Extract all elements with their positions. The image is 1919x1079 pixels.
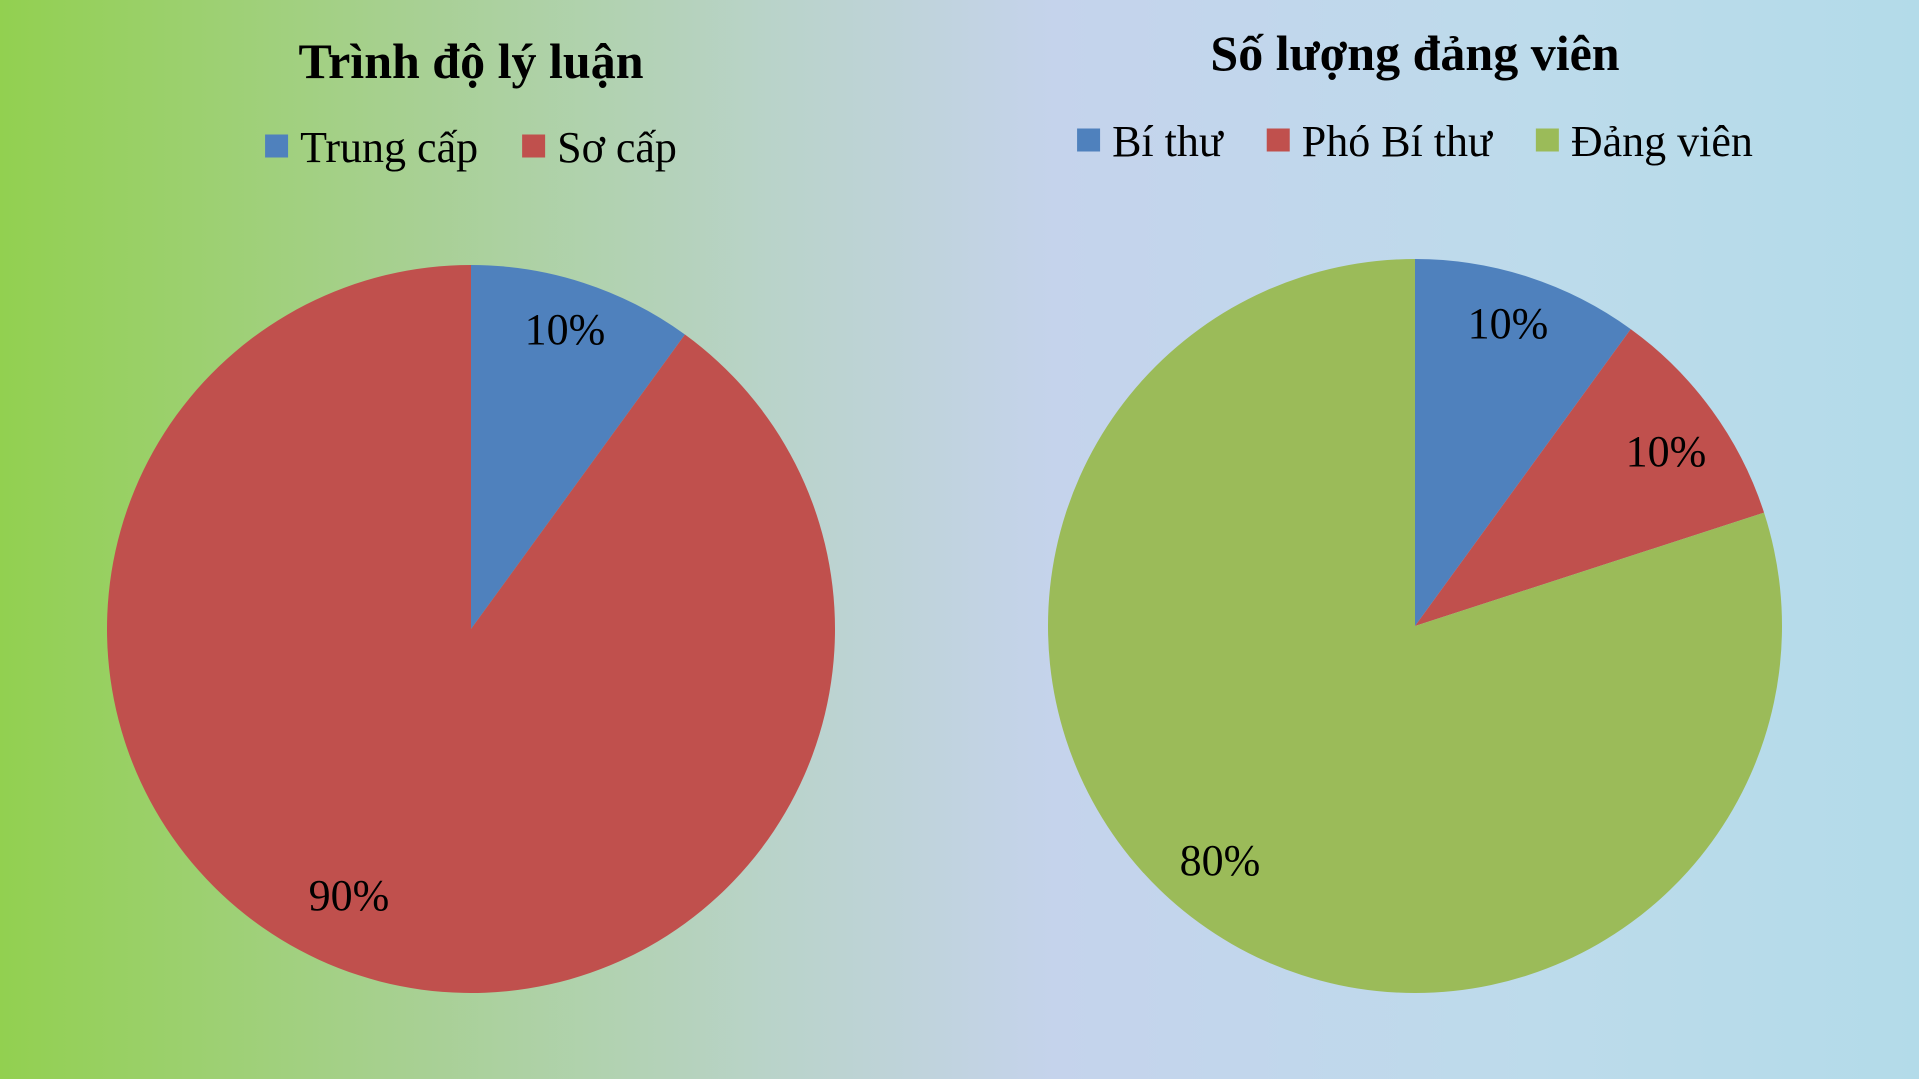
legend-item: Sơ cấp bbox=[522, 123, 677, 172]
chart-title: Trình độ lý luận bbox=[298, 33, 643, 89]
legend-swatch bbox=[1266, 128, 1290, 152]
legend-item: Đảng viên bbox=[1535, 117, 1753, 166]
data-label-0: 10% bbox=[1468, 299, 1549, 348]
legend-swatch bbox=[265, 134, 289, 158]
legend: Bí thư Phó Bí thư Đảng viên bbox=[1077, 117, 1753, 166]
data-label-2: 80% bbox=[1180, 836, 1261, 885]
pie-slice-1 bbox=[107, 265, 836, 993]
data-label-1: 10% bbox=[1626, 427, 1707, 476]
data-label-1: 90% bbox=[309, 871, 390, 920]
chart-title: Số lượng đảng viên bbox=[1210, 25, 1619, 81]
legend-label: Sơ cấp bbox=[557, 123, 677, 172]
legend-swatch bbox=[1535, 128, 1559, 152]
legend-label: Phó Bí thư bbox=[1302, 117, 1494, 166]
pie-slice-0 bbox=[471, 265, 685, 629]
legend-swatch bbox=[522, 134, 546, 158]
chart-trinh-do-ly-luan: Trình độ lý luận 10% 90% Trung cấp Sơ cấp bbox=[107, 33, 836, 993]
pie-slice-1 bbox=[1415, 329, 1765, 626]
pie-slice-2 bbox=[1047, 259, 1782, 993]
legend-swatch bbox=[1077, 128, 1101, 152]
legend-label: Bí thư bbox=[1112, 117, 1225, 166]
data-label-0: 10% bbox=[525, 305, 606, 354]
legend-item: Trung cấp bbox=[265, 123, 478, 172]
legend-label: Đảng viên bbox=[1571, 117, 1753, 166]
legend: Trung cấp Sơ cấp bbox=[265, 123, 677, 172]
pie-slice-0 bbox=[1415, 259, 1631, 626]
chart-so-luong-dang-vien: Số lượng đảng viên 10% 10% 80% Bí thư Phó Bí … bbox=[1047, 25, 1782, 993]
legend-item: Bí thư bbox=[1077, 117, 1225, 166]
legend-item: Phó Bí thư bbox=[1266, 117, 1494, 166]
legend-label: Trung cấp bbox=[300, 123, 478, 172]
